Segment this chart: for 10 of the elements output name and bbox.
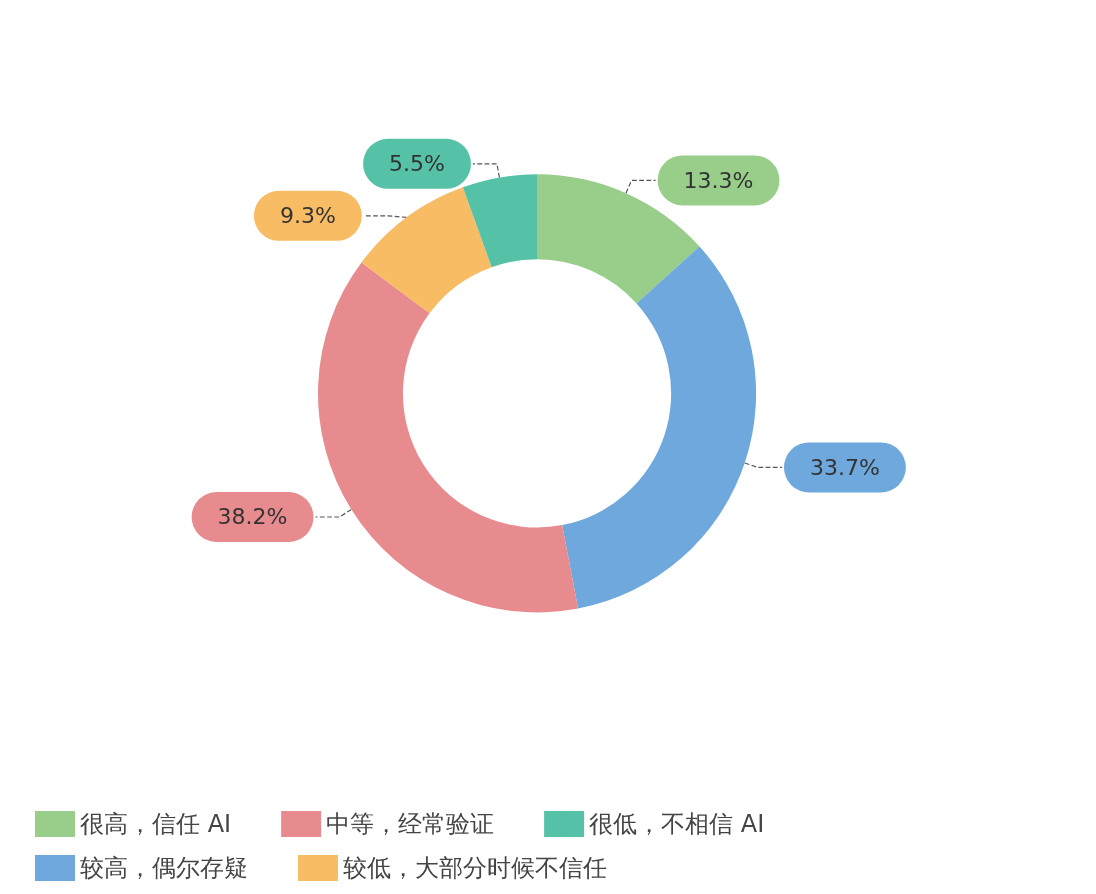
data-label: 5.5%	[389, 151, 445, 177]
legend-label: 较低，大部分时候不信任	[343, 854, 607, 882]
legend-label: 很低，不相信 AI	[589, 810, 765, 838]
data-label: 13.3%	[683, 167, 754, 193]
data-label: 9.3%	[279, 203, 336, 229]
data-label: 33.7%	[809, 454, 880, 480]
legend-label: 较高，偶尔存疑	[80, 854, 248, 882]
legend-label: 中等，经常验证	[326, 810, 495, 838]
legend-label: 很高，信任 AI	[80, 810, 232, 838]
data-label: 38.2%	[217, 504, 288, 530]
